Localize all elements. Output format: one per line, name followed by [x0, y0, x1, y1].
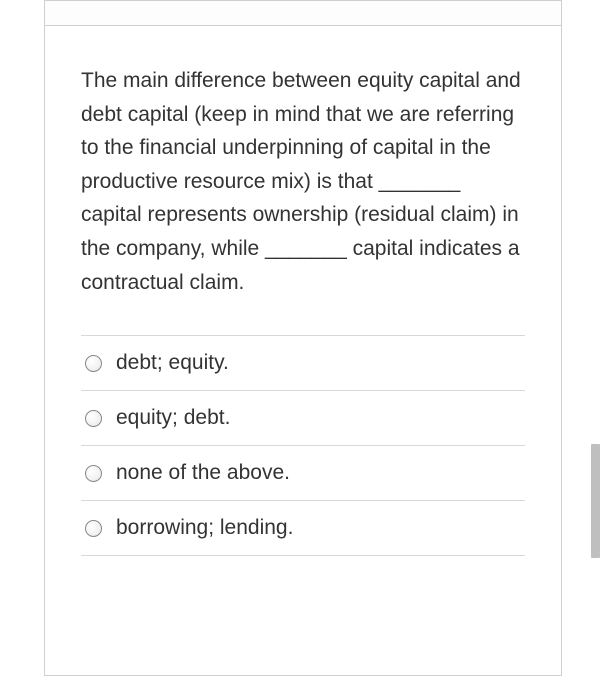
- scrollbar-thumb[interactable]: [591, 444, 600, 558]
- question-text: The main difference between equity capit…: [81, 64, 525, 299]
- radio-icon[interactable]: [85, 355, 102, 372]
- option-label: borrowing; lending.: [116, 516, 293, 540]
- option-row[interactable]: equity; debt.: [81, 390, 525, 445]
- question-card: The main difference between equity capit…: [44, 0, 562, 676]
- option-label: none of the above.: [116, 461, 290, 485]
- option-row[interactable]: borrowing; lending.: [81, 500, 525, 556]
- option-row[interactable]: none of the above.: [81, 445, 525, 500]
- radio-icon[interactable]: [85, 520, 102, 537]
- option-label: equity; debt.: [116, 406, 230, 430]
- card-header: [45, 1, 561, 26]
- radio-icon[interactable]: [85, 410, 102, 427]
- radio-icon[interactable]: [85, 465, 102, 482]
- option-row[interactable]: debt; equity.: [81, 335, 525, 390]
- options-list: debt; equity. equity; debt. none of the …: [81, 335, 525, 556]
- scrollbar-track[interactable]: [591, 0, 600, 700]
- option-label: debt; equity.: [116, 351, 229, 375]
- question-block: The main difference between equity capit…: [45, 26, 561, 556]
